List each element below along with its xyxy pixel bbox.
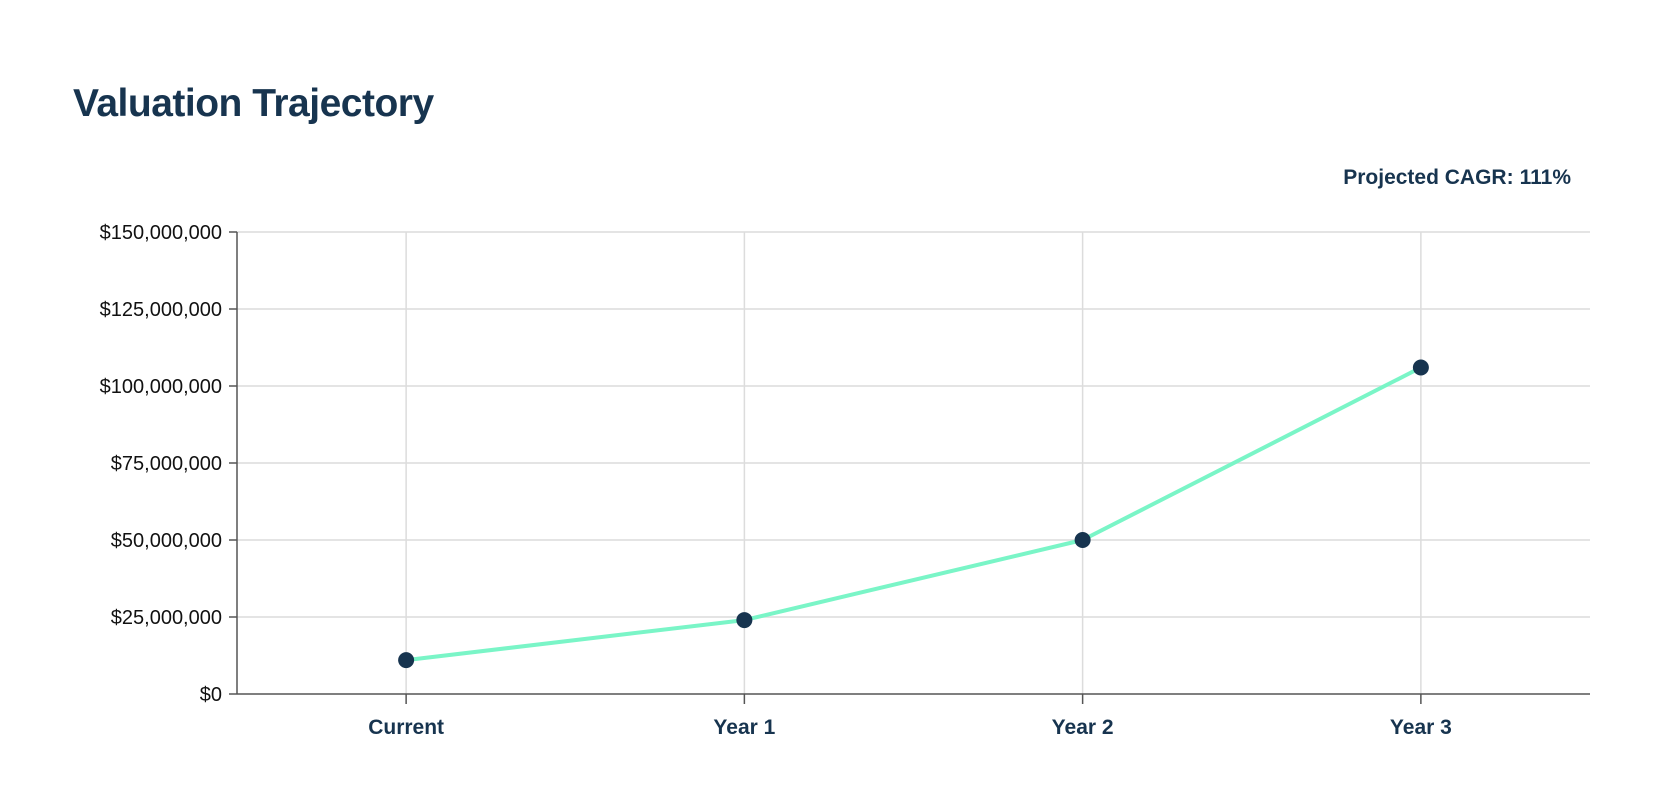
cagr-annotation: Projected CAGR: 111% [1343,166,1571,190]
y-tick-label: $25,000,000 [111,607,222,629]
y-tick-label: $75,000,000 [111,453,222,475]
x-tick-label: Current [368,716,444,739]
y-tick-label: $0 [200,684,222,706]
y-tick-label: $125,000,000 [100,299,222,321]
cagr-label: Projected CAGR: [1343,166,1514,189]
x-tick-label: Year 3 [1390,716,1452,739]
chart-title: Valuation Trajectory [73,82,434,125]
y-tick-label: $100,000,000 [100,376,222,398]
data-point [1412,359,1429,376]
y-tick-label: $50,000,000 [111,530,222,552]
y-tick-label: $150,000,000 [100,222,222,244]
data-point [398,652,415,669]
x-tick-label: Year 2 [1052,716,1114,739]
series-line [404,365,1423,663]
x-tick-label: Year 1 [713,716,775,739]
cagr-value: 111% [1519,166,1571,189]
data-point [1074,532,1091,548]
data-point [736,612,753,629]
